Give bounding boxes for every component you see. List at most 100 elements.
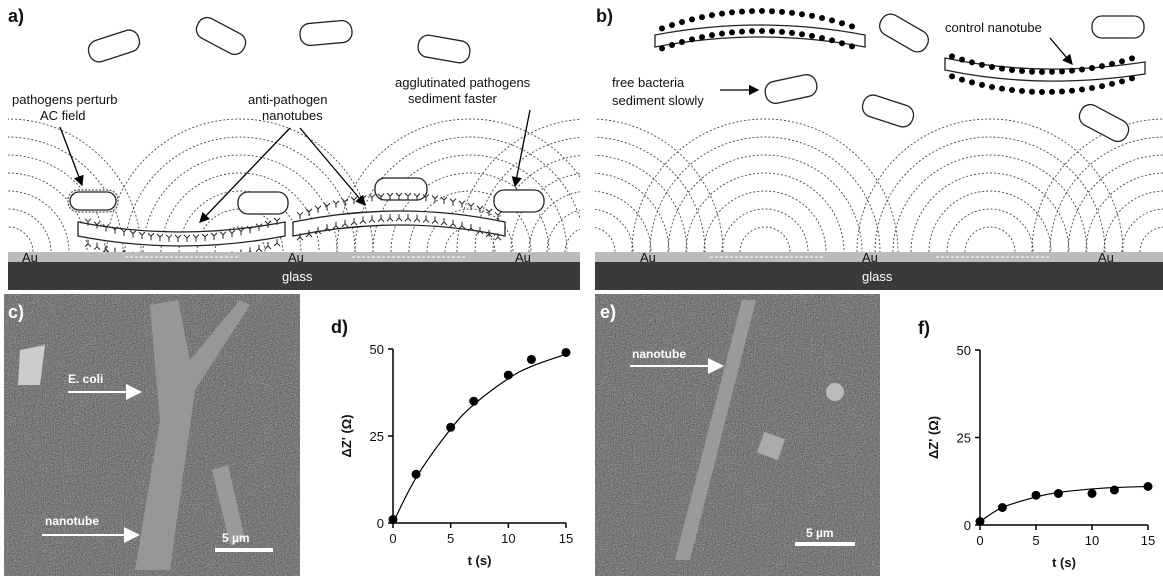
electrode-label: Au <box>1098 250 1114 265</box>
dot <box>1029 89 1035 95</box>
dot <box>969 59 975 65</box>
annotation: nanotube <box>45 514 99 528</box>
dot <box>769 28 775 34</box>
field-line <box>547 209 633 252</box>
annotation: AC field <box>40 108 86 123</box>
dot <box>689 16 695 22</box>
dot <box>809 33 815 39</box>
dot <box>839 40 845 46</box>
annotation: agglutinated pathogens <box>395 75 531 90</box>
dot <box>669 42 675 48</box>
dot <box>729 9 735 15</box>
annotation: free bacteria <box>612 75 685 90</box>
antibody <box>306 209 312 216</box>
dot <box>659 45 665 51</box>
annotation: E. coli <box>68 372 103 386</box>
dot <box>1119 58 1125 64</box>
antibody <box>459 201 465 208</box>
page: a) pathogens perturb AC field anti-patho… <box>0 0 1163 578</box>
substrate-label: glass <box>862 269 893 284</box>
dot <box>1079 87 1085 93</box>
field-line <box>565 227 615 252</box>
dot <box>789 10 795 16</box>
antibody <box>256 245 262 252</box>
field-line <box>547 209 633 252</box>
dot <box>1119 78 1125 84</box>
field-line <box>1068 155 1163 252</box>
dot <box>679 39 685 45</box>
dot <box>779 9 785 15</box>
annotation: nanotubes <box>262 108 323 123</box>
y-tick-label: 0 <box>964 518 971 533</box>
antibody <box>360 196 366 203</box>
dot <box>799 31 805 37</box>
annotation: control nanotube <box>945 20 1042 35</box>
antibody <box>333 201 339 208</box>
dot <box>1099 83 1105 89</box>
dot <box>979 62 985 68</box>
y-tick-label: 50 <box>957 343 971 358</box>
dot <box>1069 68 1075 74</box>
data-point <box>446 423 455 432</box>
antibody <box>103 245 109 252</box>
x-tick-label: 0 <box>976 533 983 548</box>
dot <box>1049 89 1055 95</box>
field-line <box>947 209 1033 252</box>
dot <box>679 19 685 25</box>
dot <box>849 43 855 49</box>
dot <box>769 8 775 14</box>
field-line <box>650 137 880 252</box>
antibody <box>297 212 303 219</box>
field-line <box>0 191 69 252</box>
field-line <box>686 173 844 252</box>
dot <box>949 73 955 79</box>
panel-label: d) <box>331 317 348 337</box>
annotation: sediment slowly <box>612 93 704 108</box>
dot <box>1009 67 1015 73</box>
dot <box>689 36 695 42</box>
dot <box>999 66 1005 72</box>
electrode-label: Au <box>22 250 38 265</box>
y-axis-label: ΔZ' (Ω) <box>339 414 354 457</box>
dot <box>789 30 795 36</box>
antibody <box>369 194 375 201</box>
dot <box>719 31 725 37</box>
dot <box>1089 65 1095 71</box>
y-tick-label: 25 <box>957 431 971 446</box>
antibody <box>342 199 348 206</box>
x-tick-label: 5 <box>447 531 454 546</box>
dot <box>989 64 995 70</box>
antibody <box>468 203 474 210</box>
dot <box>719 11 725 17</box>
dot <box>709 12 715 18</box>
dot <box>1029 69 1035 75</box>
substrate <box>8 252 1163 290</box>
electrode-label: Au <box>515 250 531 265</box>
dot <box>659 25 665 31</box>
dot <box>729 29 735 35</box>
field-line <box>722 209 808 252</box>
dot <box>949 53 955 59</box>
panel-label: e) <box>600 302 616 322</box>
dot <box>709 32 715 38</box>
arrows <box>60 110 530 222</box>
dot <box>739 9 745 15</box>
field-line <box>0 227 33 252</box>
dot <box>1129 55 1135 61</box>
field-line <box>965 227 1015 252</box>
nanotubes <box>78 211 505 246</box>
dot <box>1059 88 1065 94</box>
dot <box>1039 89 1045 95</box>
field-line <box>668 155 862 252</box>
dot <box>759 8 765 14</box>
electrode-label: Au <box>288 250 304 265</box>
annotation: sediment faster <box>408 91 498 106</box>
electrode-label: Au <box>640 250 656 265</box>
antibody <box>351 197 357 204</box>
dot <box>989 84 995 90</box>
data-point <box>527 355 536 364</box>
antibody <box>315 206 321 213</box>
scale-bar-label: 5 µm <box>222 531 250 545</box>
y-tick-label: 25 <box>370 429 384 444</box>
dot <box>959 77 965 83</box>
